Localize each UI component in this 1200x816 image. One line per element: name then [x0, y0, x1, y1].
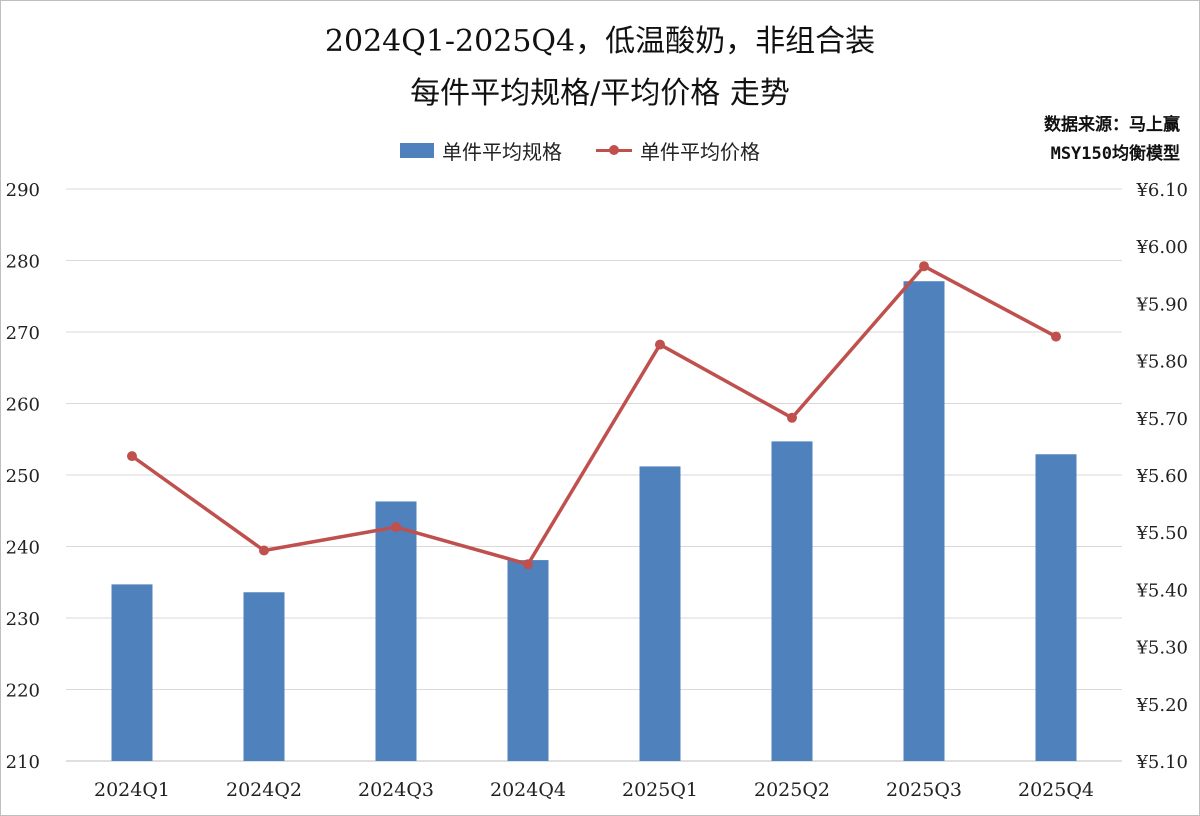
- price-point: [787, 412, 797, 423]
- data-source-label: 数据来源：马上赢: [1044, 115, 1180, 135]
- y-left-tick-label: 250: [6, 466, 40, 487]
- bar: [375, 501, 417, 761]
- y-right-tick-label: ¥5.60: [1135, 466, 1188, 487]
- x-tick-label: 2024Q2: [226, 779, 302, 801]
- chart-title-line2: 每件平均规格/平均价格 走势: [410, 76, 790, 111]
- legend-bar-label: 单件平均规格: [442, 139, 562, 164]
- legend-item-bar: 单件平均规格: [400, 136, 562, 165]
- y-right-tick-label: ¥5.80: [1135, 352, 1188, 373]
- x-tick-label: 2025Q3: [886, 779, 962, 801]
- y-left-tick-label: 260: [6, 395, 40, 416]
- bar: [243, 592, 285, 761]
- x-tick-label: 2025Q1: [622, 779, 698, 801]
- y-left-tick-label: 270: [6, 323, 40, 344]
- y-right-tick-label: ¥5.20: [1135, 695, 1188, 716]
- legend-line-label: 单件平均价格: [640, 139, 760, 164]
- legend-item-line: 单件平均价格: [596, 136, 760, 165]
- chart-title-line1: 2024Q1-2025Q4，低温酸奶，非组合装: [324, 24, 876, 59]
- legend-bar-swatch: [400, 142, 434, 158]
- price-point: [919, 261, 929, 272]
- bar: [1035, 454, 1077, 761]
- chart-legend: 单件平均规格 单件平均价格: [400, 136, 794, 164]
- x-tick-label: 2024Q4: [490, 779, 566, 801]
- x-tick-label: 2025Q2: [754, 779, 830, 801]
- data-model-label: MSY150均衡模型: [1050, 144, 1180, 164]
- y-left-tick-label: 290: [6, 180, 40, 201]
- y-right-tick-label: ¥5.90: [1135, 294, 1188, 315]
- y-left-tick-label: 210: [6, 752, 40, 773]
- price-point: [391, 522, 401, 533]
- x-tick-label: 2024Q3: [358, 779, 434, 801]
- price-point: [523, 559, 533, 570]
- price-point: [1051, 331, 1061, 342]
- y-right-tick-label: ¥5.30: [1135, 638, 1188, 659]
- y-left-tick-label: 220: [6, 681, 40, 702]
- legend-line-swatch: [596, 143, 632, 157]
- price-point: [259, 545, 269, 556]
- bar: [639, 466, 681, 761]
- y-left-tick-label: 230: [6, 609, 40, 630]
- bar: [771, 441, 813, 761]
- y-left-tick-label: 240: [6, 538, 40, 559]
- y-left-tick-label: 280: [6, 252, 40, 273]
- y-right-tick-label: ¥5.70: [1135, 409, 1188, 430]
- bar: [111, 584, 153, 761]
- y-right-tick-label: ¥6.10: [1135, 180, 1188, 201]
- x-tick-label: 2024Q1: [94, 779, 170, 801]
- y-right-tick-label: ¥5.40: [1135, 580, 1188, 601]
- y-right-tick-label: ¥5.50: [1135, 523, 1188, 544]
- bar: [507, 560, 549, 761]
- price-line: [130, 264, 1057, 566]
- price-point: [655, 339, 665, 350]
- bar: [903, 281, 945, 761]
- price-point: [127, 451, 137, 462]
- y-right-tick-label: ¥6.00: [1135, 237, 1188, 258]
- y-right-tick-label: ¥5.10: [1135, 752, 1188, 773]
- x-tick-label: 2025Q4: [1018, 779, 1094, 801]
